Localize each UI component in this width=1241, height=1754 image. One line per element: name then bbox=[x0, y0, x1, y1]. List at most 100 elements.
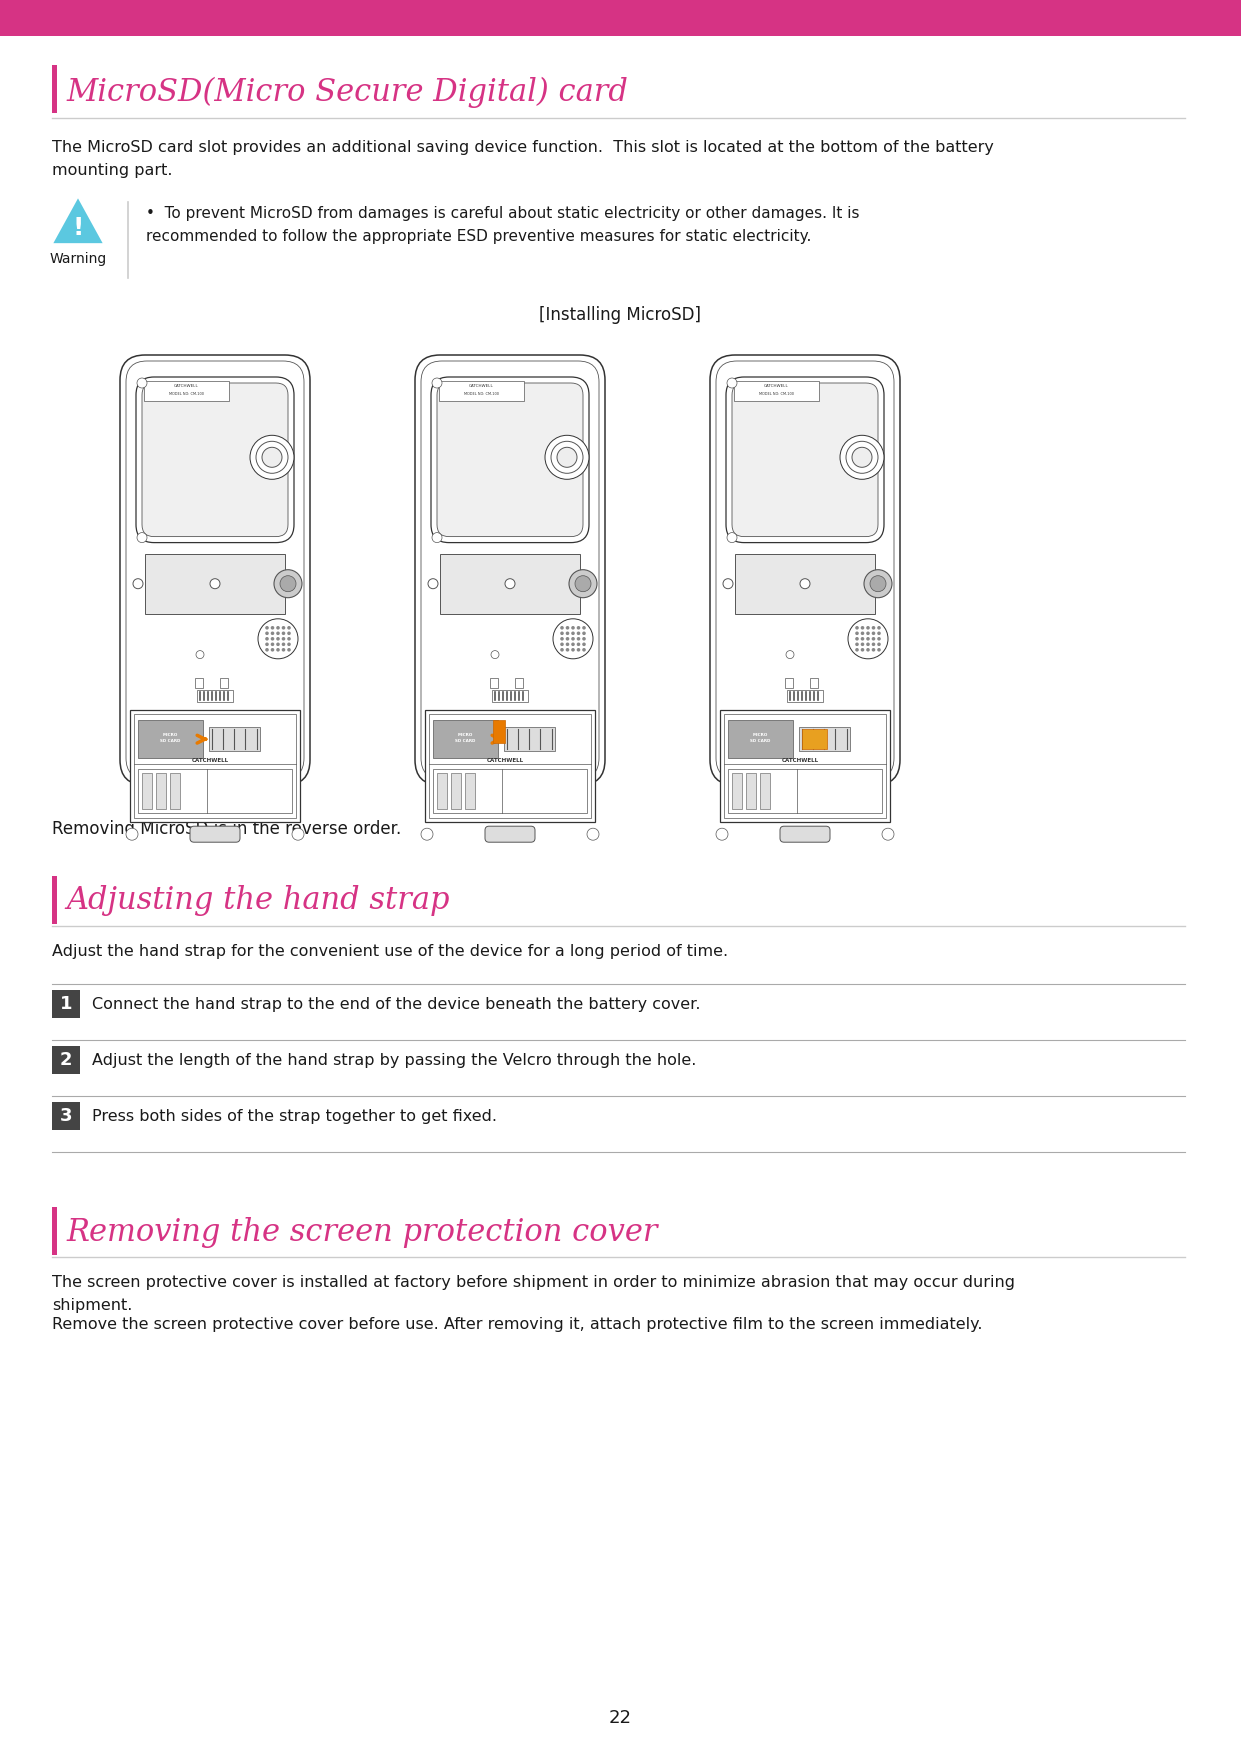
FancyBboxPatch shape bbox=[720, 710, 890, 823]
Circle shape bbox=[287, 579, 297, 589]
Circle shape bbox=[266, 637, 269, 640]
Text: The MicroSD card slot provides an additional saving device function.  This slot : The MicroSD card slot provides an additi… bbox=[52, 140, 994, 177]
Circle shape bbox=[258, 619, 298, 660]
Text: MODEL NO: CM-100: MODEL NO: CM-100 bbox=[464, 391, 499, 396]
Circle shape bbox=[861, 631, 864, 635]
Text: MODEL NO: CM-100: MODEL NO: CM-100 bbox=[169, 391, 204, 396]
Text: Remove the screen protective cover before use. After removing it, attach protect: Remove the screen protective cover befor… bbox=[52, 1317, 983, 1331]
Circle shape bbox=[786, 651, 794, 658]
Circle shape bbox=[587, 828, 599, 840]
Circle shape bbox=[582, 647, 586, 651]
Circle shape bbox=[577, 626, 581, 630]
Circle shape bbox=[866, 626, 870, 630]
Circle shape bbox=[861, 626, 864, 630]
Circle shape bbox=[877, 579, 887, 589]
Circle shape bbox=[871, 647, 875, 651]
Circle shape bbox=[861, 647, 864, 651]
Circle shape bbox=[840, 435, 884, 479]
Circle shape bbox=[855, 637, 859, 640]
Circle shape bbox=[866, 642, 870, 645]
FancyBboxPatch shape bbox=[190, 826, 240, 842]
FancyBboxPatch shape bbox=[802, 730, 827, 749]
FancyBboxPatch shape bbox=[120, 354, 310, 786]
FancyBboxPatch shape bbox=[134, 714, 297, 817]
Text: CATCHWELL: CATCHWELL bbox=[174, 384, 199, 388]
Circle shape bbox=[432, 379, 442, 388]
Circle shape bbox=[271, 642, 274, 645]
Circle shape bbox=[287, 642, 290, 645]
Circle shape bbox=[577, 637, 581, 640]
Circle shape bbox=[277, 626, 279, 630]
FancyBboxPatch shape bbox=[144, 381, 230, 402]
Circle shape bbox=[870, 575, 886, 591]
Circle shape bbox=[133, 579, 143, 589]
Circle shape bbox=[277, 647, 279, 651]
Circle shape bbox=[505, 579, 515, 589]
FancyBboxPatch shape bbox=[490, 679, 498, 688]
Circle shape bbox=[716, 828, 728, 840]
Text: •  To prevent MicroSD from damages is careful about static electricity or other : • To prevent MicroSD from damages is car… bbox=[146, 205, 860, 244]
FancyBboxPatch shape bbox=[433, 721, 498, 758]
FancyBboxPatch shape bbox=[52, 1102, 79, 1130]
Circle shape bbox=[877, 642, 881, 645]
Circle shape bbox=[724, 579, 733, 589]
Circle shape bbox=[853, 447, 872, 467]
Circle shape bbox=[421, 828, 433, 840]
Text: MODEL NO: CM-100: MODEL NO: CM-100 bbox=[759, 391, 794, 396]
Circle shape bbox=[262, 447, 282, 467]
Circle shape bbox=[553, 619, 593, 660]
FancyBboxPatch shape bbox=[504, 726, 555, 751]
FancyBboxPatch shape bbox=[138, 768, 292, 814]
Circle shape bbox=[864, 570, 892, 598]
Circle shape bbox=[582, 642, 586, 645]
Circle shape bbox=[557, 447, 577, 467]
Circle shape bbox=[266, 631, 269, 635]
Circle shape bbox=[287, 631, 290, 635]
Circle shape bbox=[582, 637, 586, 640]
Circle shape bbox=[277, 631, 279, 635]
FancyBboxPatch shape bbox=[787, 691, 823, 702]
Text: Connect the hand strap to the end of the device beneath the battery cover.: Connect the hand strap to the end of the… bbox=[92, 996, 700, 1012]
Circle shape bbox=[271, 647, 274, 651]
Text: Removing the screen protection cover: Removing the screen protection cover bbox=[66, 1217, 658, 1247]
Circle shape bbox=[566, 642, 570, 645]
Text: CATCHWELL: CATCHWELL bbox=[469, 384, 494, 388]
FancyBboxPatch shape bbox=[786, 679, 793, 688]
Circle shape bbox=[727, 533, 737, 542]
Text: The screen protective cover is installed at factory before shipment in order to : The screen protective cover is installed… bbox=[52, 1275, 1015, 1312]
Text: 3: 3 bbox=[60, 1107, 72, 1124]
Circle shape bbox=[287, 626, 290, 630]
Circle shape bbox=[577, 642, 581, 645]
FancyBboxPatch shape bbox=[197, 691, 233, 702]
FancyBboxPatch shape bbox=[485, 826, 535, 842]
FancyBboxPatch shape bbox=[137, 377, 294, 542]
Circle shape bbox=[271, 637, 274, 640]
Circle shape bbox=[137, 379, 146, 388]
Text: SD CARD: SD CARD bbox=[160, 738, 180, 744]
FancyBboxPatch shape bbox=[195, 679, 204, 688]
Circle shape bbox=[877, 626, 881, 630]
FancyBboxPatch shape bbox=[433, 768, 587, 814]
Text: CATCHWELL: CATCHWELL bbox=[782, 758, 819, 763]
Circle shape bbox=[282, 631, 285, 635]
Circle shape bbox=[570, 570, 597, 598]
Text: MICRO: MICRO bbox=[163, 733, 177, 737]
FancyBboxPatch shape bbox=[52, 1207, 57, 1256]
Circle shape bbox=[866, 647, 870, 651]
Circle shape bbox=[566, 637, 570, 640]
Circle shape bbox=[137, 533, 146, 542]
FancyBboxPatch shape bbox=[732, 774, 742, 809]
Text: Removing MicroSD is in the reverse order.: Removing MicroSD is in the reverse order… bbox=[52, 821, 401, 838]
Circle shape bbox=[127, 828, 138, 840]
Circle shape bbox=[566, 626, 570, 630]
Circle shape bbox=[491, 651, 499, 658]
Circle shape bbox=[271, 631, 274, 635]
Circle shape bbox=[282, 637, 285, 640]
Circle shape bbox=[800, 579, 810, 589]
FancyBboxPatch shape bbox=[465, 774, 475, 809]
FancyBboxPatch shape bbox=[141, 382, 288, 537]
Circle shape bbox=[577, 631, 581, 635]
Circle shape bbox=[274, 570, 302, 598]
Text: MicroSD(Micro Secure Digital) card: MicroSD(Micro Secure Digital) card bbox=[66, 77, 628, 107]
FancyBboxPatch shape bbox=[156, 774, 166, 809]
